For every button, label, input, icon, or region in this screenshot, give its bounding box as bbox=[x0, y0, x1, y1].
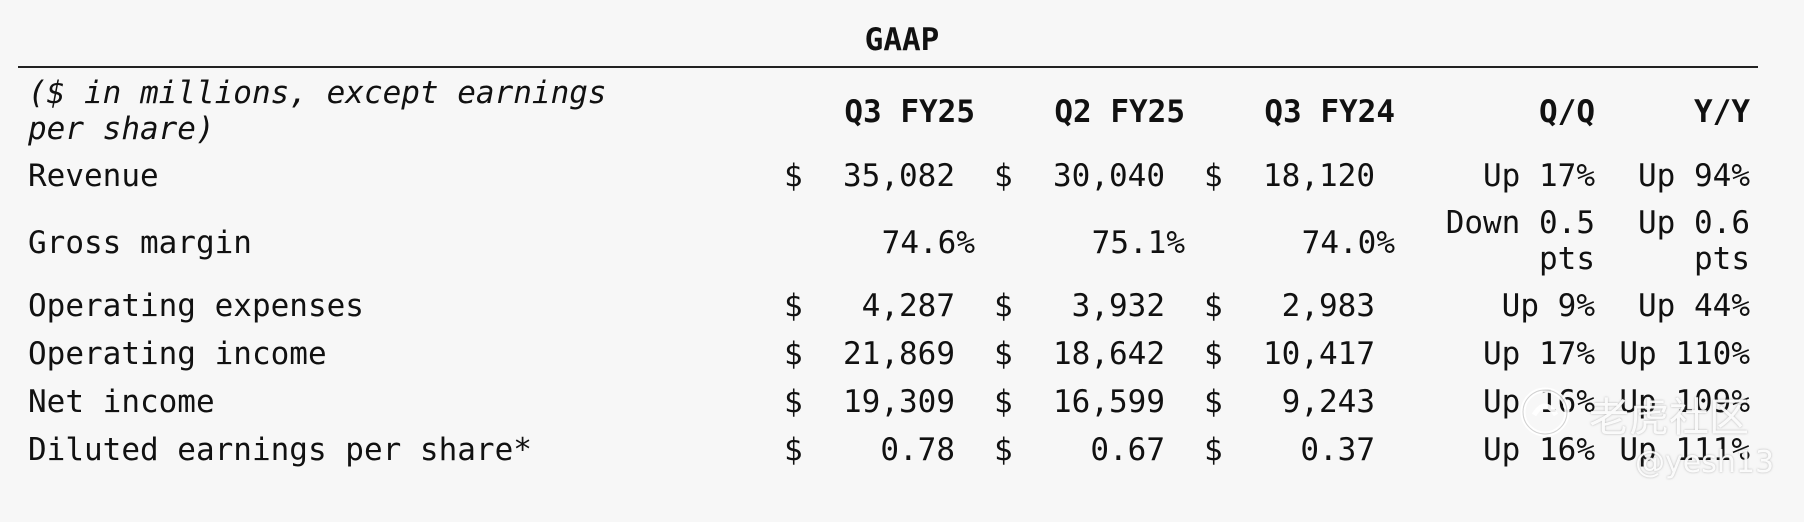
row-label: Gross margin bbox=[28, 225, 252, 261]
currency-symbol: $ bbox=[1204, 432, 1223, 468]
column-header-q3-fy24: Q3 FY24 bbox=[1264, 94, 1395, 130]
cell-qq: Up 17% bbox=[1483, 158, 1595, 194]
cell-yy: Up 44% bbox=[1638, 288, 1750, 324]
row-label: Net income bbox=[28, 384, 215, 420]
cell-q3-fy24: 10,417 bbox=[1263, 336, 1375, 372]
currency-symbol: $ bbox=[784, 158, 803, 194]
cell-q2-fy25: 16,599 bbox=[1053, 384, 1165, 420]
cell-q3-fy25: 19,309 bbox=[843, 384, 955, 420]
currency-symbol: $ bbox=[784, 288, 803, 324]
column-header-q2-fy25: Q2 FY25 bbox=[1054, 94, 1185, 130]
cell-yy: Up 111% bbox=[1619, 432, 1750, 468]
cell-yy: Up 109% bbox=[1619, 384, 1750, 420]
row-label: Operating income bbox=[28, 336, 327, 372]
currency-symbol: $ bbox=[784, 336, 803, 372]
currency-symbol: $ bbox=[1204, 158, 1223, 194]
currency-symbol: $ bbox=[994, 336, 1013, 372]
cell-qq: Up 17% bbox=[1483, 336, 1595, 372]
column-header-yy: Y/Y bbox=[1694, 94, 1750, 130]
currency-symbol: $ bbox=[994, 158, 1013, 194]
cell-qq: Up 9% bbox=[1501, 288, 1595, 324]
cell-q3-fy24: 2,983 bbox=[1281, 288, 1375, 324]
cell-q3-fy24: 74.0% bbox=[1301, 225, 1395, 261]
cell-q3-fy25: 0.78 bbox=[880, 432, 955, 468]
row-label: Operating expenses bbox=[28, 288, 364, 324]
cell-yy: Up 94% bbox=[1638, 158, 1750, 194]
currency-symbol: $ bbox=[994, 432, 1013, 468]
cell-q3-fy24: 9,243 bbox=[1281, 384, 1375, 420]
cell-q2-fy25: 75.1% bbox=[1091, 225, 1185, 261]
title-divider bbox=[18, 66, 1758, 68]
cell-qq: Up 16% bbox=[1483, 384, 1595, 420]
column-header-q3-fy25: Q3 FY25 bbox=[844, 94, 975, 130]
units-subheading: ($ in millions, except earnings per shar… bbox=[28, 75, 607, 147]
row-label: Diluted earnings per share* bbox=[28, 432, 532, 468]
currency-symbol: $ bbox=[1204, 336, 1223, 372]
cell-q2-fy25: 30,040 bbox=[1053, 158, 1165, 194]
cell-q3-fy25: 4,287 bbox=[861, 288, 955, 324]
cell-yy: Up 0.6 pts bbox=[1638, 205, 1750, 277]
cell-qq: Down 0.5 pts bbox=[1445, 205, 1595, 277]
cell-yy: Up 110% bbox=[1619, 336, 1750, 372]
cell-q3-fy25: 74.6% bbox=[881, 225, 975, 261]
column-header-qq: Q/Q bbox=[1539, 94, 1595, 130]
cell-q2-fy25: 3,932 bbox=[1071, 288, 1165, 324]
cell-q3-fy25: 21,869 bbox=[843, 336, 955, 372]
cell-q3-fy24: 18,120 bbox=[1263, 158, 1375, 194]
cell-q3-fy24: 0.37 bbox=[1300, 432, 1375, 468]
currency-symbol: $ bbox=[784, 432, 803, 468]
cell-qq: Up 16% bbox=[1483, 432, 1595, 468]
currency-symbol: $ bbox=[1204, 288, 1223, 324]
cell-q2-fy25: 0.67 bbox=[1090, 432, 1165, 468]
table-title: GAAP bbox=[864, 22, 940, 58]
currency-symbol: $ bbox=[994, 384, 1013, 420]
cell-q3-fy25: 35,082 bbox=[843, 158, 955, 194]
currency-symbol: $ bbox=[784, 384, 803, 420]
currency-symbol: $ bbox=[994, 288, 1013, 324]
currency-symbol: $ bbox=[1204, 384, 1223, 420]
row-label: Revenue bbox=[28, 158, 159, 194]
cell-q2-fy25: 18,642 bbox=[1053, 336, 1165, 372]
